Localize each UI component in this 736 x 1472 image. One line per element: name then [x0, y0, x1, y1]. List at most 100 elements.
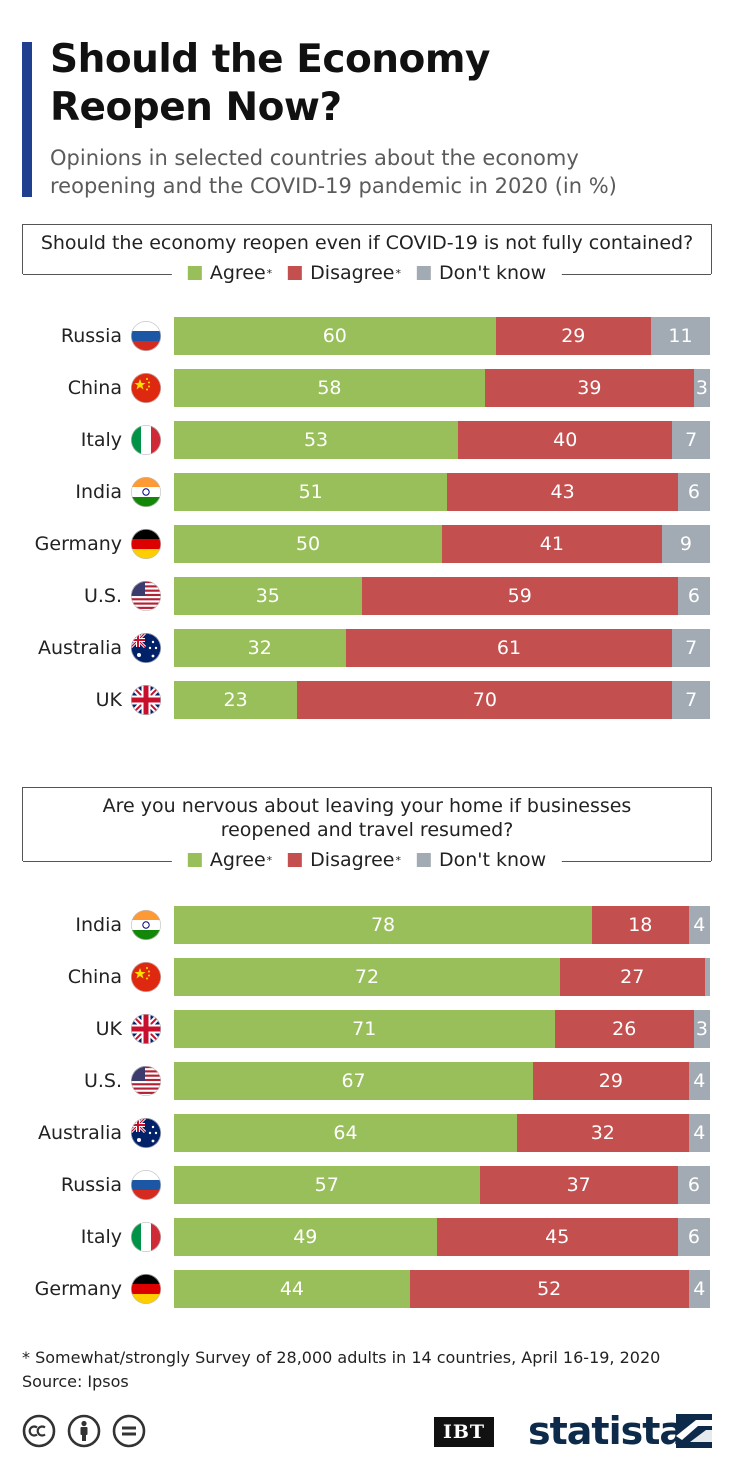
- stacked-bar-russia: 60 29 11: [174, 317, 710, 355]
- bar-segment-dont-know-us: 4: [688, 1062, 710, 1100]
- category-label-russia: Russia: [60, 325, 122, 347]
- bar-row-russia: Russia 57 37 6: [0, 1166, 736, 1204]
- chart-title: Should the Economy Reopen Now?: [50, 36, 710, 132]
- flag-uk-icon: [131, 685, 161, 715]
- statista-logo[interactable]: statista: [528, 1409, 685, 1453]
- bar-segment-agree-uk: 23: [174, 681, 298, 719]
- bar-segment-dont-know-russia: 6: [677, 1166, 710, 1204]
- stacked-bar-india: 78 18 4: [174, 906, 710, 944]
- bar-segment-disagree-australia: 32: [517, 1114, 689, 1152]
- bar-row-italy: Italy 49 45 6: [0, 1218, 736, 1256]
- legend-2-agree: Agree *: [187, 849, 272, 871]
- stacked-bar-us: 35 59 6: [174, 577, 710, 615]
- question-2-text: Are you nervous about leaving your home …: [23, 788, 711, 842]
- bar-row-us: U.S. 67 29 4: [0, 1062, 736, 1100]
- bar-segment-agree-germany: 44: [174, 1270, 410, 1308]
- bar-segment-disagree-germany: 52: [409, 1270, 689, 1308]
- flag-china-icon: [131, 373, 161, 403]
- flag-italy-icon: [131, 425, 161, 455]
- flag-china-icon: [131, 962, 161, 992]
- legend-agree-swatch: [187, 266, 202, 280]
- bar-segment-agree-uk: 71: [174, 1010, 555, 1048]
- legend-dont-know-swatch: [416, 853, 431, 867]
- question-2-text-line-2: reopened and travel resumed?: [220, 819, 514, 841]
- legend-agree-label: Agree: [209, 262, 266, 284]
- stacked-bar-india: 51 43 6: [174, 473, 710, 511]
- bar-segment-dont-know-india: 4: [688, 906, 710, 944]
- bar-segment-disagree-australia: 61: [345, 629, 673, 667]
- bar-row-germany: Germany 44 52 4: [0, 1270, 736, 1308]
- ibt-logo[interactable]: IBT: [434, 1417, 494, 1447]
- legend-disagree-star: *: [395, 853, 401, 867]
- stacked-bar-australia: 32 61 7: [174, 629, 710, 667]
- flag-us-icon: [131, 581, 161, 611]
- bar-segment-agree-germany: 50: [174, 525, 442, 563]
- category-label-russia: Russia: [60, 1174, 122, 1196]
- bar-segment-dont-know-australia: 7: [672, 629, 710, 667]
- flag-italy-icon: [131, 1222, 161, 1252]
- legend-disagree-swatch: [288, 853, 303, 867]
- stacked-bar-germany: 44 52 4: [174, 1270, 710, 1308]
- bar-segment-disagree-us: 59: [361, 577, 678, 615]
- bar-segment-dont-know-india: 6: [677, 473, 710, 511]
- footnote: * Somewhat/strongly Survey of 28,000 adu…: [22, 1348, 661, 1367]
- question-1-box: Should the economy reopen even if COVID-…: [22, 224, 712, 284]
- bar-segment-dont-know-australia: 4: [688, 1114, 710, 1152]
- chart-title-line-1: Should the Economy: [50, 37, 490, 82]
- legend-disagree-star: *: [395, 266, 401, 280]
- bar-segment-dont-know-china: [704, 958, 710, 996]
- bar-segment-agree-us: 35: [174, 577, 362, 615]
- flag-india-icon: [131, 477, 161, 507]
- category-label-italy: Italy: [80, 1226, 122, 1248]
- legend-disagree-swatch: [288, 266, 303, 280]
- legend-disagree-label: Disagree: [310, 849, 395, 871]
- bar-row-us: U.S. 35 59 6: [0, 577, 736, 615]
- bar-row-china: China 58 39 3: [0, 369, 736, 407]
- stacked-bar-italy: 49 45 6: [174, 1218, 710, 1256]
- flag-india-icon: [131, 910, 161, 940]
- category-label-china: China: [67, 966, 122, 988]
- category-label-us: U.S.: [83, 1070, 122, 1092]
- bar-segment-agree-italy: 49: [174, 1218, 437, 1256]
- bar-segment-agree-china: 58: [174, 369, 485, 407]
- attribution-icon[interactable]: [67, 1414, 101, 1448]
- bar-segment-disagree-uk: 26: [554, 1010, 694, 1048]
- bar-row-australia: Australia 64 32 4: [0, 1114, 736, 1152]
- category-label-germany: Germany: [34, 533, 122, 555]
- stacked-bar-china: 72 27: [174, 958, 710, 996]
- bar-segment-dont-know-germany: 9: [661, 525, 710, 563]
- category-label-china: China: [67, 377, 122, 399]
- flag-germany-icon: [131, 1274, 161, 1304]
- bar-row-germany: Germany 50 41 9: [0, 525, 736, 563]
- legend-1-disagree: Disagree *: [288, 262, 401, 284]
- bar-segment-disagree-china: 27: [559, 958, 705, 996]
- title-accent-bar: [22, 42, 32, 197]
- legend-dont-know-swatch: [416, 266, 431, 280]
- bar-segment-dont-know-us: 6: [677, 577, 710, 615]
- bar-segment-dont-know-uk: 7: [672, 681, 710, 719]
- legend-dont-know-label: Don't know: [438, 849, 547, 871]
- source-note: Source: Ipsos: [22, 1372, 129, 1391]
- stacked-bar-russia: 57 37 6: [174, 1166, 710, 1204]
- legend-agree-swatch: [187, 853, 202, 867]
- category-label-uk: UK: [95, 689, 122, 711]
- category-label-india: India: [75, 481, 122, 503]
- bar-segment-disagree-india: 43: [447, 473, 678, 511]
- flag-russia-icon: [131, 321, 161, 351]
- legend-2: Agree * Disagree * Don't know: [171, 849, 563, 871]
- flag-us-icon: [131, 1066, 161, 1096]
- flag-uk-icon: [131, 1014, 161, 1044]
- bar-segment-dont-know-italy: 6: [677, 1218, 710, 1256]
- statista-logo-mark-icon: [676, 1414, 712, 1448]
- flag-australia-icon: [131, 1118, 161, 1148]
- bar-segment-agree-india: 78: [174, 906, 593, 944]
- bar-segment-disagree-uk: 70: [297, 681, 673, 719]
- legend-agree-label: Agree: [209, 849, 266, 871]
- bar-row-italy: Italy 53 40 7: [0, 421, 736, 459]
- legend-1-agree: Agree *: [187, 262, 272, 284]
- no-derivatives-icon[interactable]: [112, 1414, 146, 1448]
- creative-commons-icon[interactable]: [22, 1414, 56, 1448]
- stacked-bar-china: 58 39 3: [174, 369, 710, 407]
- bar-segment-disagree-india: 18: [592, 906, 689, 944]
- bar-segment-disagree-russia: 29: [495, 317, 652, 355]
